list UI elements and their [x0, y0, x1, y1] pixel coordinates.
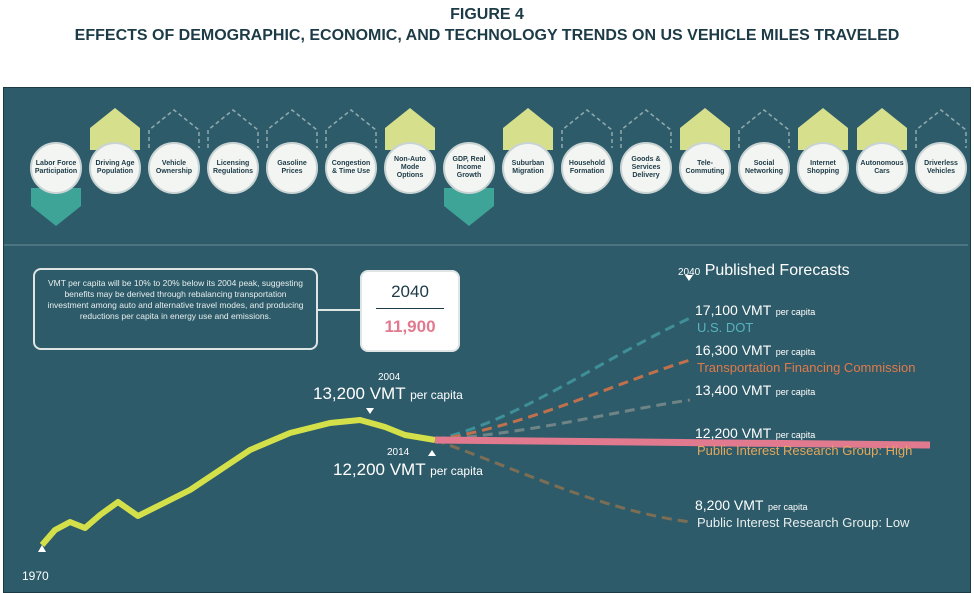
- current-marker: [428, 450, 436, 456]
- neutral-arrow: [738, 109, 790, 148]
- up-arrow: [90, 108, 140, 150]
- factor: Driverless Vehicles: [915, 142, 967, 194]
- forecast-unit: per capita: [775, 307, 816, 317]
- factor: Tele-Commuting: [679, 142, 731, 194]
- neutral-arrow: [915, 109, 967, 148]
- forecast-value: 16,300 VMT: [695, 342, 772, 358]
- callout: VMT per capita will be 10% to 20% below …: [33, 268, 318, 350]
- factor: Vehicle Ownership: [148, 142, 200, 194]
- current-year: 2014: [387, 447, 410, 458]
- forecast-unit: per capita: [775, 387, 816, 397]
- current-value: 12,200 VMT: [333, 460, 426, 479]
- factor: Driving Age Population: [89, 142, 141, 194]
- neutral-arrow: [620, 109, 672, 148]
- forecast-marker: [685, 275, 693, 281]
- factor: Congestion & Time Use: [325, 142, 377, 194]
- down-arrow: [31, 188, 81, 226]
- peak-year: 2004: [378, 372, 401, 383]
- forecast-unit: per capita: [775, 347, 816, 357]
- factor: Internet Shopping: [797, 142, 849, 194]
- figure-label: FIGURE 4: [450, 6, 524, 23]
- header: FIGURE 4 EFFECTS OF DEMOGRAPHIC, ECONOMI…: [0, 0, 974, 46]
- forecast-tfc: [434, 358, 691, 442]
- factor: Non-Auto Mode Options: [384, 142, 436, 194]
- peak-label: 13,200 VMT per capita: [313, 384, 463, 404]
- forecast-mid: [434, 398, 691, 442]
- forecast-value: 12,200 VMT: [695, 425, 772, 441]
- forecast-value-row: 8,200 VMT per capita: [695, 497, 807, 515]
- factor: GDP, Real Income Growth: [443, 142, 495, 194]
- forecast-source: U.S. DOT: [697, 320, 754, 335]
- current-unit: per capita: [430, 464, 483, 478]
- neutral-arrow: [266, 109, 318, 148]
- factor: Licensing Regulations: [207, 142, 259, 194]
- forecast-source: Public Interest Research Group: Low: [697, 515, 910, 530]
- start-year: 1970: [22, 569, 49, 583]
- factor: Gasoline Prices: [266, 142, 318, 194]
- forecast-source: Transportation Financing Commission: [697, 360, 916, 375]
- factor: Social Networking: [738, 142, 790, 194]
- factor: Autonomous Cars: [856, 142, 908, 194]
- forecast-unit: per capita: [775, 430, 816, 440]
- forecast-value-row: 12,200 VMT per capita: [695, 425, 815, 443]
- factor: Suburban Migration: [502, 142, 554, 194]
- start-marker: [38, 545, 46, 552]
- forecast-heading: 2040 Published Forecasts: [678, 262, 850, 280]
- forecast-value: 13,400 VMT: [695, 382, 772, 398]
- forecast-dot: [434, 316, 691, 442]
- forecast-value-row: 13,400 VMT per capita: [695, 382, 815, 400]
- title: EFFECTS OF DEMOGRAPHIC, ECONOMIC, AND TE…: [74, 27, 900, 44]
- neutral-arrow: [207, 109, 259, 148]
- up-arrow: [680, 108, 730, 150]
- forecast-value: 8,200 VMT: [695, 497, 764, 513]
- forecast-value: 17,100 VMT: [695, 302, 772, 318]
- target-year: 2040: [376, 282, 444, 309]
- target-value: 11,900: [384, 317, 436, 336]
- up-arrow: [857, 108, 907, 150]
- forecast-source: Public Interest Research Group: High: [697, 443, 913, 458]
- up-arrow: [385, 108, 435, 150]
- down-arrow: [444, 188, 494, 226]
- forecast-title: Published Forecasts: [704, 262, 850, 279]
- factor: Labor Force Participation: [30, 142, 82, 194]
- up-arrow: [798, 108, 848, 150]
- peak-unit: per capita: [410, 388, 463, 402]
- forecast-value-row: 17,100 VMT per capita: [695, 302, 815, 320]
- up-arrow: [503, 108, 553, 150]
- forecast-unit: per capita: [767, 502, 808, 512]
- neutral-arrow: [561, 109, 613, 148]
- neutral-arrow: [325, 109, 377, 148]
- current-label: 12,200 VMT per capita: [333, 460, 483, 480]
- factor: Goods & Services Delivery: [620, 142, 672, 194]
- peak-value: 13,200 VMT: [313, 384, 406, 403]
- peak-marker: [366, 408, 374, 414]
- target-box: 2040 11,900: [360, 270, 460, 352]
- target-line: [434, 436, 931, 449]
- forecast-year: 2040: [678, 267, 701, 278]
- history-line: [39, 417, 436, 547]
- factor: Household Formation: [561, 142, 613, 194]
- forecast-value-row: 16,300 VMT per capita: [695, 342, 815, 360]
- neutral-arrow: [148, 109, 200, 148]
- forecast-low: [434, 438, 691, 524]
